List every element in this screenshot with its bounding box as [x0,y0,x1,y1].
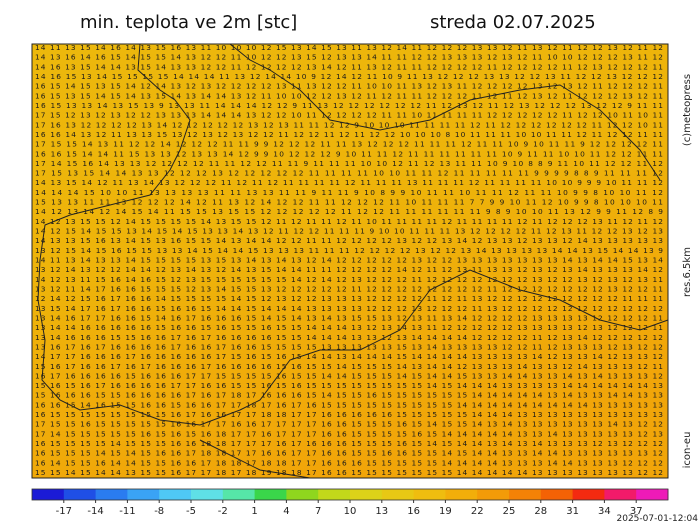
grid-row: 13 14 16 16 16 15 15 16 16 17 16 17 16 1… [35,333,663,342]
colorbar-tick-label: 34 [598,506,611,517]
grid-row: 14 16 15 13 14 15 15 15 15 14 14 14 11 1… [35,72,663,81]
colorbar-tick-label: -11 [119,506,135,517]
grid-row: 14 12 13 11 15 16 14 16 15 12 13 15 15 1… [35,275,663,284]
grid-row: 17 15 15 16 15 15 15 15 15 16 16 17 17 1… [35,420,663,429]
grid-row: 14 16 13 15 14 14 13 15 14 13 13 12 12 1… [35,62,663,71]
map-area [31,43,669,479]
colorbar-segment [95,489,128,500]
colorbar-segment [222,489,256,500]
colorbar-tick-label: -2 [218,506,228,517]
grid-row: 13 12 15 14 15 16 15 15 13 13 14 15 14 1… [35,246,663,255]
grid-row: 17 16 13 12 12 12 12 13 14 12 12 12 12 1… [35,120,663,129]
grid-row: 16 16 15 14 14 11 15 13 13 12 13 13 14 1… [35,149,663,158]
grid-row: 14 13 15 14 12 11 13 14 13 12 12 12 11 1… [35,178,663,187]
grid-row: 16 15 13 13 14 13 15 13 9 13 13 11 14 14… [35,101,663,110]
grid-row: 14 11 13 15 14 16 14 13 15 16 13 11 10 1… [35,43,663,52]
grid-row: 12 14 12 15 16 17 16 16 14 15 15 15 15 1… [35,294,663,303]
colorbar-tick-label: 28 [534,506,547,517]
grid-row: 17 15 13 15 14 14 13 13 12 12 12 13 12 1… [35,169,663,178]
grid-row: 16 16 15 14 16 15 15 16 16 15 16 16 17 1… [35,400,663,409]
grid-row: 13 12 14 13 12 12 14 14 12 13 14 13 12 1… [35,265,663,274]
grid-row: 16 15 15 15 14 15 14 15 16 16 17 18 18 1… [35,449,663,458]
copyright: (c)meteopress [682,74,693,146]
grid-row: 17 15 15 14 13 11 12 12 14 12 12 12 11 1… [35,140,663,149]
grid-row: 15 16 16 16 15 15 16 16 16 16 17 16 17 1… [35,391,663,400]
colorbar-segment [477,489,510,500]
grid-row: 13 16 17 16 17 16 16 16 16 17 16 16 17 1… [35,342,663,351]
colorbar-segment [604,489,637,500]
grid-row: 13 12 11 14 17 16 16 15 15 15 12 13 14 1… [35,284,663,293]
colorbar-tick-label: 19 [439,506,452,517]
colorbar-segment [191,489,224,500]
title: min. teplota ve 2m [stc] [80,12,297,33]
colorbar-tick-label: 4 [283,506,289,517]
colorbar-segment [63,489,97,500]
colorbar: -17 -14 -11 -8 -5 -2 1 4 7 10 13 16 19 22 25 28 31 34 37 [31,488,669,517]
grid-row: 14 12 15 14 15 15 13 14 15 14 15 13 13 1… [35,227,663,236]
colorbar-tick-label: 37 [630,506,643,517]
colorbar-segment [127,489,160,500]
grid-row: 15 16 17 16 16 17 16 17 16 16 16 17 16 1… [35,362,663,371]
grid-row: 15 13 13 11 11 13 12 12 12 14 12 11 13 1… [35,198,663,207]
colorbar-segment [286,489,319,500]
borders [37,43,669,479]
grid-row: 13 15 14 17 16 17 16 16 15 16 16 15 14 1… [35,304,663,313]
timestamp: 2025-07-01-12:04 [617,514,699,524]
grid-row: 16 15 15 15 15 15 15 15 15 16 17 16 16 1… [35,410,663,419]
grid-row: 15 16 15 16 17 16 16 16 16 17 17 16 16 1… [35,381,663,390]
colorbar-tick-label: -8 [154,506,164,517]
grid-row: 17 14 15 15 15 15 15 16 15 16 15 16 18 1… [35,429,663,438]
grid-row: 14 12 13 14 12 14 15 14 11 15 15 13 15 1… [35,207,663,216]
grid-row: 16 14 15 15 16 14 14 15 15 16 16 17 18 1… [35,458,663,467]
colorbar-tick-label: 31 [566,506,579,517]
colorbar-segment [318,489,351,500]
grid-row: 16 15 13 15 14 15 14 13 15 14 13 14 14 1… [35,91,663,100]
colorbar-segment [540,489,574,500]
colorbar-tick-label: -5 [186,506,196,517]
grid-row: 16 15 15 15 15 14 15 15 15 16 16 18 18 1… [35,439,663,448]
grid-row: 13 14 16 17 17 16 16 15 14 16 17 16 16 1… [35,313,663,322]
colorbar-segment [572,489,605,500]
colorbar-tick-label: 1 [251,506,257,517]
grid-row: 14 13 16 14 16 15 14 15 15 14 13 12 12 1… [35,53,663,62]
colorbar-segment [445,489,478,500]
grid-row: 14 12 13 15 15 12 14 15 15 15 15 14 13 1… [35,217,663,226]
colorbar-segment [381,489,415,500]
colorbar-segment [32,489,65,500]
colorbar-segment [350,489,383,500]
colorbar-tick-label: 13 [375,506,388,517]
colorbar-segment [636,489,669,500]
colorbar-tick-label: -17 [56,506,72,517]
resolution: res.6.5km [682,247,693,297]
grid-row: 13 14 14 16 16 16 16 16 15 16 16 15 16 1… [35,323,663,332]
value-grid: 14 11 13 15 14 16 14 13 15 16 13 11 10 1… [35,43,663,477]
colorbar-tick-label: 22 [471,506,484,517]
grid-row: 17 15 12 13 12 13 12 12 13 13 13 14 14 1… [35,111,663,120]
grid-row: 16 15 14 15 13 15 14 12 14 13 12 13 12 1… [35,82,663,91]
colorbar-tick-label: -14 [87,506,103,517]
grid-row: 14 17 17 16 16 16 17 16 16 16 16 16 17 1… [35,352,663,361]
grid-row: 14 11 13 14 13 13 14 15 15 15 15 13 15 1… [35,256,663,265]
grid-row: 14 13 13 15 16 13 14 15 13 16 15 15 14 1… [35,236,663,245]
colorbar-segment [254,489,287,500]
colorbar-segment [413,489,446,500]
colorbar-tick-label: 16 [407,506,420,517]
colorbar-segment [509,489,542,500]
colorbar-tick-label: 10 [344,506,357,517]
grid-row: 17 14 15 16 14 13 13 12 12 12 12 11 11 1… [35,159,663,168]
model: icon-eu [682,432,693,469]
colorbar-tick-label: 7 [315,506,321,517]
date: streda 02.07.2025 [430,12,596,33]
colorbar-segment [159,489,192,500]
colorbar-tick-label: 25 [503,506,516,517]
grid-row: 15 15 14 15 14 14 13 15 15 16 17 17 18 1… [35,468,663,477]
grid-row: 16 16 14 13 12 11 13 13 15 13 12 13 12 1… [35,130,663,139]
grid-row: 16 17 16 16 16 16 15 16 16 16 17 17 15 1… [35,371,663,380]
